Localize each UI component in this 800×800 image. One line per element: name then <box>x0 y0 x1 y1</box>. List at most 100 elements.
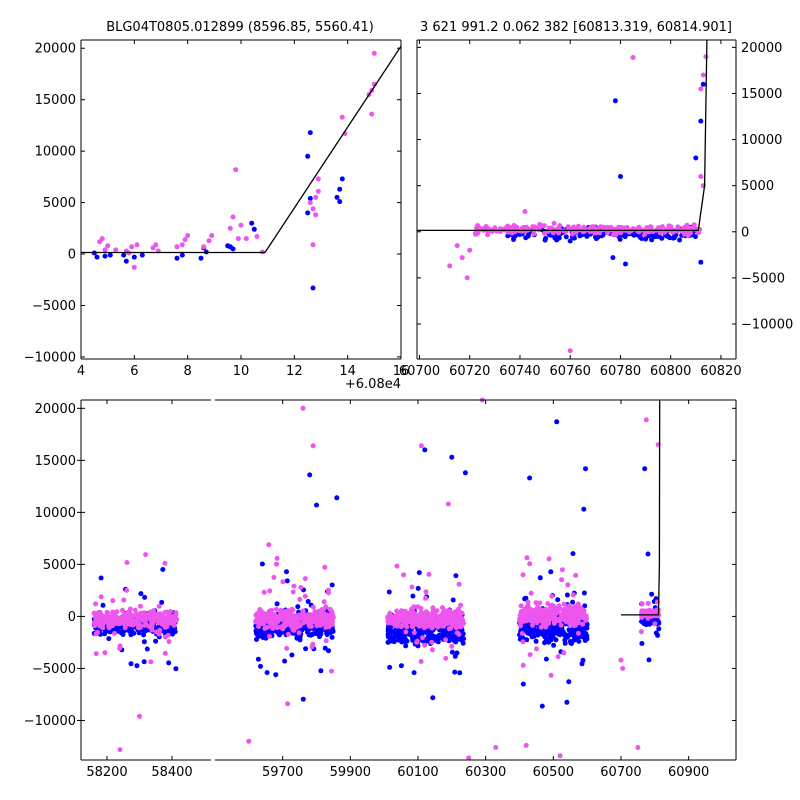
top-left-axis-offset: +6.08e4 <box>345 377 401 392</box>
data-point <box>322 564 328 570</box>
data-point <box>666 223 672 229</box>
x-tick-label: 10 <box>233 364 250 379</box>
x-tick-label: 59900 <box>330 765 371 780</box>
data-point <box>700 72 706 78</box>
data-point <box>173 666 179 672</box>
data-point <box>464 275 470 281</box>
data-point <box>258 663 263 669</box>
x-tick-label: 60100 <box>397 765 438 780</box>
data-point <box>426 571 432 577</box>
data-point <box>141 628 147 634</box>
data-point <box>524 555 530 561</box>
data-point <box>559 567 565 573</box>
data-point <box>642 466 648 472</box>
data-point <box>643 417 649 423</box>
data-point <box>561 601 567 607</box>
data-point <box>385 631 391 637</box>
data-point <box>579 661 585 667</box>
data-point <box>445 501 451 507</box>
data-point <box>424 638 430 644</box>
data-point <box>583 466 588 472</box>
data-point <box>630 55 636 60</box>
data-point <box>156 603 162 609</box>
data-point <box>149 621 155 627</box>
data-point <box>449 649 455 655</box>
data-point <box>153 638 159 644</box>
data-point <box>261 589 267 595</box>
data-point <box>159 599 165 605</box>
data-point <box>527 652 533 658</box>
x-tick-label: 60740 <box>499 364 540 379</box>
data-point <box>323 638 329 644</box>
data-point <box>209 233 215 238</box>
data-point <box>310 443 316 449</box>
data-point <box>555 654 561 660</box>
data-point <box>435 620 441 626</box>
data-point <box>110 610 116 616</box>
data-point <box>141 612 147 618</box>
data-point <box>427 620 433 625</box>
data-point <box>553 625 559 631</box>
data-point <box>594 226 600 232</box>
data-point <box>310 285 316 291</box>
data-point <box>300 405 306 411</box>
data-point <box>295 604 301 610</box>
data-point <box>278 630 284 636</box>
data-point <box>179 242 185 248</box>
data-point <box>446 608 452 614</box>
data-point <box>537 600 543 606</box>
data-point <box>616 224 622 230</box>
data-point <box>647 621 652 627</box>
data-point <box>166 660 172 666</box>
data-point <box>511 223 517 228</box>
data-point <box>577 615 583 621</box>
data-point <box>565 609 571 615</box>
data-point <box>409 584 415 590</box>
data-point <box>308 616 314 622</box>
data-point <box>509 230 515 236</box>
y-tick-label: 0 <box>741 225 749 240</box>
data-point <box>522 606 528 612</box>
data-point <box>567 348 573 354</box>
data-point <box>403 643 409 649</box>
data-point <box>288 614 294 620</box>
x-tick-label: 6 <box>130 364 138 379</box>
data-point <box>159 616 165 622</box>
data-point <box>302 619 308 625</box>
data-point <box>141 659 147 665</box>
data-point <box>255 656 261 662</box>
data-point <box>321 599 327 605</box>
data-point <box>206 238 212 244</box>
data-point <box>295 617 300 623</box>
y-tick-label: 0 <box>68 248 76 263</box>
data-point <box>449 643 455 649</box>
data-point <box>592 230 598 236</box>
data-point <box>420 615 426 621</box>
data-point <box>162 609 168 615</box>
data-point <box>101 617 107 623</box>
data-point <box>119 629 125 635</box>
data-point <box>597 230 603 236</box>
bottom-points <box>91 397 662 761</box>
data-point <box>549 625 554 631</box>
data-point <box>581 590 587 596</box>
data-point <box>504 227 509 233</box>
data-point <box>549 602 555 608</box>
data-point <box>561 650 567 656</box>
data-point <box>687 230 693 236</box>
data-point <box>418 659 424 664</box>
data-point <box>559 577 565 583</box>
data-point <box>618 230 624 236</box>
data-point <box>557 618 563 624</box>
top-left-points <box>91 50 377 291</box>
data-point <box>410 605 416 611</box>
data-point <box>330 628 336 634</box>
y-tick-label: 10000 <box>35 506 76 521</box>
data-point <box>403 629 409 635</box>
data-point <box>411 630 417 636</box>
data-point <box>698 174 704 179</box>
data-point <box>416 570 422 576</box>
data-point <box>656 626 662 632</box>
data-point <box>550 613 556 619</box>
x-tick-label: 58400 <box>151 765 192 780</box>
